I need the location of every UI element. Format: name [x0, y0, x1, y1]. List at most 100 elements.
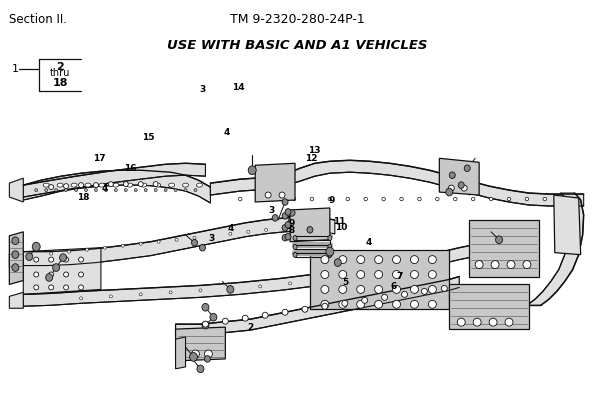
Ellipse shape: [505, 318, 513, 326]
Ellipse shape: [79, 285, 83, 290]
Text: 4: 4: [223, 128, 230, 136]
Ellipse shape: [321, 271, 329, 279]
Ellipse shape: [285, 209, 291, 215]
Text: USE WITH BASIC AND A1 VEHICLES: USE WITH BASIC AND A1 VEHICLES: [167, 39, 427, 52]
Ellipse shape: [12, 264, 19, 271]
Text: Section II.: Section II.: [10, 13, 67, 26]
Ellipse shape: [12, 251, 19, 258]
Ellipse shape: [453, 197, 457, 201]
Ellipse shape: [192, 350, 199, 358]
Ellipse shape: [49, 257, 54, 262]
Ellipse shape: [71, 183, 77, 187]
Ellipse shape: [282, 199, 288, 205]
Ellipse shape: [346, 197, 349, 201]
Ellipse shape: [109, 295, 112, 298]
Polygon shape: [10, 232, 23, 284]
Ellipse shape: [192, 239, 198, 246]
Ellipse shape: [205, 356, 211, 362]
Ellipse shape: [283, 226, 286, 229]
Ellipse shape: [52, 264, 60, 271]
Ellipse shape: [64, 272, 68, 277]
Ellipse shape: [339, 256, 347, 264]
Ellipse shape: [196, 183, 202, 187]
Ellipse shape: [55, 189, 58, 192]
Ellipse shape: [265, 228, 268, 231]
Ellipse shape: [164, 189, 167, 192]
Ellipse shape: [496, 236, 503, 243]
Ellipse shape: [229, 232, 232, 235]
Ellipse shape: [328, 236, 332, 241]
Ellipse shape: [85, 183, 91, 187]
Ellipse shape: [64, 285, 68, 290]
Ellipse shape: [411, 256, 418, 264]
Polygon shape: [23, 217, 335, 266]
Ellipse shape: [64, 257, 68, 262]
Ellipse shape: [364, 197, 368, 201]
Polygon shape: [23, 170, 211, 203]
Text: 1: 1: [12, 64, 19, 74]
Ellipse shape: [74, 189, 77, 192]
Ellipse shape: [418, 197, 421, 201]
Text: 18: 18: [52, 78, 68, 88]
Ellipse shape: [139, 242, 142, 245]
Ellipse shape: [428, 256, 436, 264]
Ellipse shape: [210, 313, 217, 321]
Ellipse shape: [86, 248, 89, 251]
Ellipse shape: [211, 234, 214, 237]
Text: 4: 4: [228, 224, 234, 233]
Polygon shape: [290, 208, 330, 242]
Ellipse shape: [99, 183, 105, 187]
Ellipse shape: [197, 365, 204, 373]
Ellipse shape: [45, 189, 48, 192]
Polygon shape: [176, 327, 226, 361]
Ellipse shape: [328, 245, 332, 249]
Ellipse shape: [357, 271, 365, 279]
Ellipse shape: [259, 285, 262, 288]
Ellipse shape: [68, 250, 71, 253]
Ellipse shape: [285, 234, 291, 240]
Ellipse shape: [411, 271, 418, 279]
Ellipse shape: [265, 192, 271, 198]
Ellipse shape: [292, 197, 296, 201]
Ellipse shape: [393, 256, 400, 264]
Ellipse shape: [199, 244, 205, 251]
Ellipse shape: [199, 289, 202, 292]
Text: 6: 6: [390, 282, 396, 292]
Ellipse shape: [428, 301, 436, 308]
Ellipse shape: [289, 282, 292, 285]
Ellipse shape: [448, 185, 454, 191]
Ellipse shape: [104, 189, 107, 192]
Ellipse shape: [138, 182, 143, 187]
Polygon shape: [176, 337, 186, 369]
Ellipse shape: [169, 291, 172, 294]
Ellipse shape: [393, 271, 400, 279]
Ellipse shape: [121, 244, 124, 247]
Ellipse shape: [79, 257, 83, 262]
Polygon shape: [10, 292, 23, 308]
Ellipse shape: [153, 182, 158, 187]
Ellipse shape: [262, 312, 268, 318]
Ellipse shape: [381, 294, 387, 301]
Ellipse shape: [227, 286, 234, 293]
Polygon shape: [23, 248, 101, 294]
Ellipse shape: [229, 287, 232, 290]
Ellipse shape: [49, 185, 54, 190]
Ellipse shape: [239, 197, 242, 201]
Ellipse shape: [449, 172, 455, 179]
Ellipse shape: [155, 183, 161, 187]
Ellipse shape: [189, 353, 198, 361]
Text: 8: 8: [289, 226, 295, 235]
Ellipse shape: [428, 271, 436, 279]
Text: 3: 3: [199, 85, 206, 94]
Text: 12: 12: [305, 154, 318, 163]
Ellipse shape: [441, 286, 447, 291]
Ellipse shape: [49, 285, 54, 290]
Polygon shape: [176, 277, 459, 335]
Text: 2: 2: [57, 62, 64, 72]
Ellipse shape: [285, 222, 291, 228]
Ellipse shape: [202, 303, 209, 311]
Ellipse shape: [282, 213, 288, 219]
Ellipse shape: [393, 286, 400, 293]
Polygon shape: [554, 195, 581, 255]
Ellipse shape: [272, 215, 278, 221]
